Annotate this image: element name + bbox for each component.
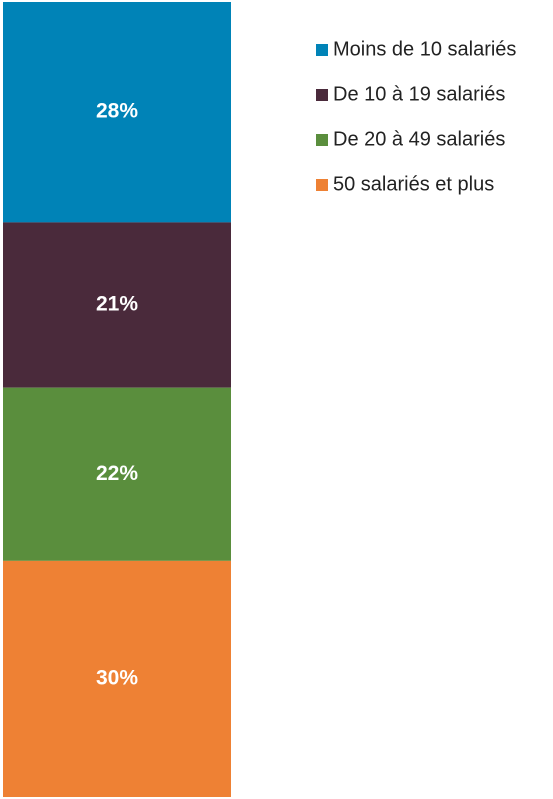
value-label: 30%	[96, 666, 138, 689]
legend-swatch	[316, 134, 328, 146]
bar-segment	[3, 387, 231, 561]
legend-label: De 20 à 49 salariés	[333, 128, 505, 150]
legend-swatch	[316, 44, 328, 56]
legend-label: De 10 à 19 salariés	[333, 83, 505, 105]
bar-segment	[3, 2, 231, 223]
legend-label: 50 salariés et plus	[333, 173, 494, 195]
bar-segment	[3, 560, 231, 797]
value-label: 22%	[96, 462, 138, 485]
legend-swatch	[316, 89, 328, 101]
legend-swatch	[316, 179, 328, 191]
legend-label: Moins de 10 salariés	[333, 38, 516, 60]
value-label: 28%	[96, 100, 138, 123]
value-label: 21%	[96, 293, 138, 316]
bar-segment	[3, 222, 231, 388]
